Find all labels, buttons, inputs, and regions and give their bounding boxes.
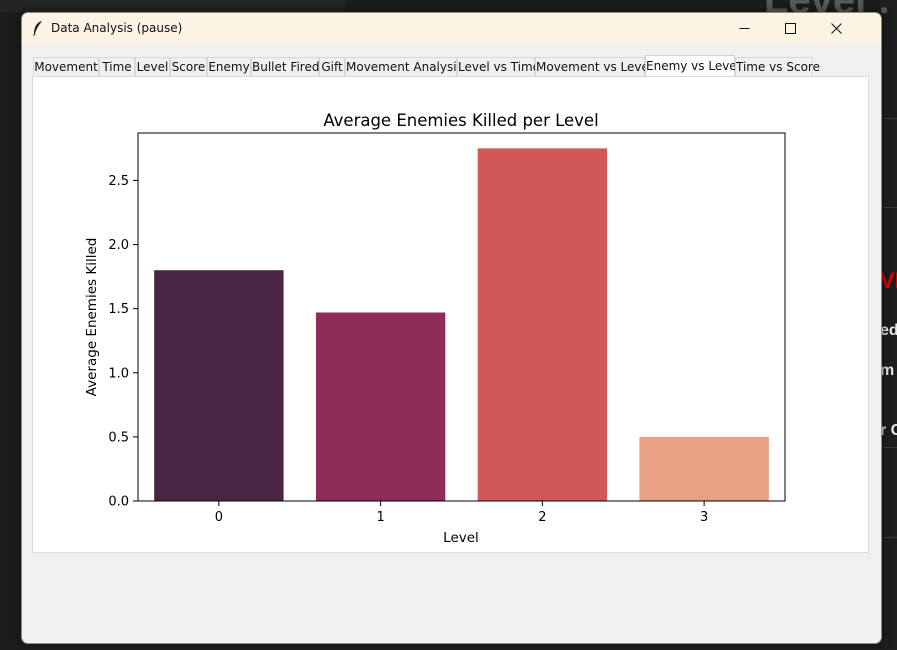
- y-tick-label: 1.0: [108, 366, 129, 381]
- minimize-button[interactable]: [721, 13, 767, 44]
- tab-enemy-vs-level[interactable]: Enemy vs Level: [645, 55, 740, 77]
- x-tick-label: 2: [538, 510, 546, 525]
- analysis-window: Data Analysis (pause) Movement Time Leve…: [21, 12, 882, 644]
- background-panel-left: [0, 0, 345, 12]
- y-tick-label: 2.0: [108, 238, 129, 253]
- background-divider: [880, 447, 897, 448]
- window-title: Data Analysis (pause): [51, 21, 183, 35]
- y-axis-label: Average Enemies Killed: [84, 238, 100, 397]
- y-tick-label: 0.0: [108, 495, 129, 510]
- bar-level-0: [154, 270, 284, 501]
- tab-time[interactable]: Time: [99, 57, 135, 76]
- x-axis-label: Level: [443, 530, 479, 546]
- maximize-button[interactable]: [767, 13, 813, 44]
- bar-level-3: [639, 436, 769, 501]
- tab-movement-analysis[interactable]: Movement Analysis: [345, 57, 463, 76]
- title-bar[interactable]: Data Analysis (pause): [22, 13, 881, 44]
- y-tick-label: 0.5: [108, 430, 129, 445]
- background-text-line: ed:: [880, 322, 897, 339]
- y-tick-label: 1.5: [108, 302, 129, 317]
- tab-time-vs-score[interactable]: Time vs Score: [735, 57, 820, 76]
- bar-level-1: [315, 312, 446, 501]
- tab-level-vs-time[interactable]: Level vs Time: [457, 57, 540, 76]
- x-tick-label: 1: [376, 510, 384, 525]
- background-divider: [880, 118, 897, 119]
- background-divider: [880, 207, 897, 208]
- minimize-icon: [739, 28, 749, 29]
- x-tick-label: 0: [215, 510, 223, 525]
- plot-frame: [137, 132, 786, 502]
- background-divider: [880, 537, 897, 538]
- bar-chart: Average Enemies Killed per Level Average…: [84, 111, 786, 546]
- tab-movement-vs-level[interactable]: Movement vs Level: [535, 57, 652, 76]
- feather-icon: [33, 21, 42, 36]
- background-text-line: m: [880, 362, 895, 379]
- maximize-icon: [784, 23, 796, 34]
- bar-level-2: [477, 148, 608, 501]
- background-red-text: VE: [880, 268, 897, 293]
- background-text-line: r C: [880, 422, 897, 439]
- close-button[interactable]: [813, 13, 859, 44]
- close-icon: [830, 23, 842, 34]
- tab-bullet-fired[interactable]: Bullet Fired: [251, 57, 319, 76]
- tab-gift[interactable]: Gift: [319, 57, 345, 76]
- tab-level[interactable]: Level: [135, 57, 170, 76]
- chart-title: Average Enemies Killed per Level: [323, 111, 598, 130]
- tab-score[interactable]: Score: [170, 57, 207, 76]
- tab-movement[interactable]: Movement: [33, 57, 99, 76]
- chart-panel: Average Enemies Killed per Level Average…: [32, 76, 869, 553]
- y-tick-label: 2.5: [108, 174, 129, 189]
- background-app-right: [880, 0, 897, 650]
- tab-enemy[interactable]: Enemy: [207, 57, 251, 76]
- x-tick-label: 3: [700, 510, 708, 525]
